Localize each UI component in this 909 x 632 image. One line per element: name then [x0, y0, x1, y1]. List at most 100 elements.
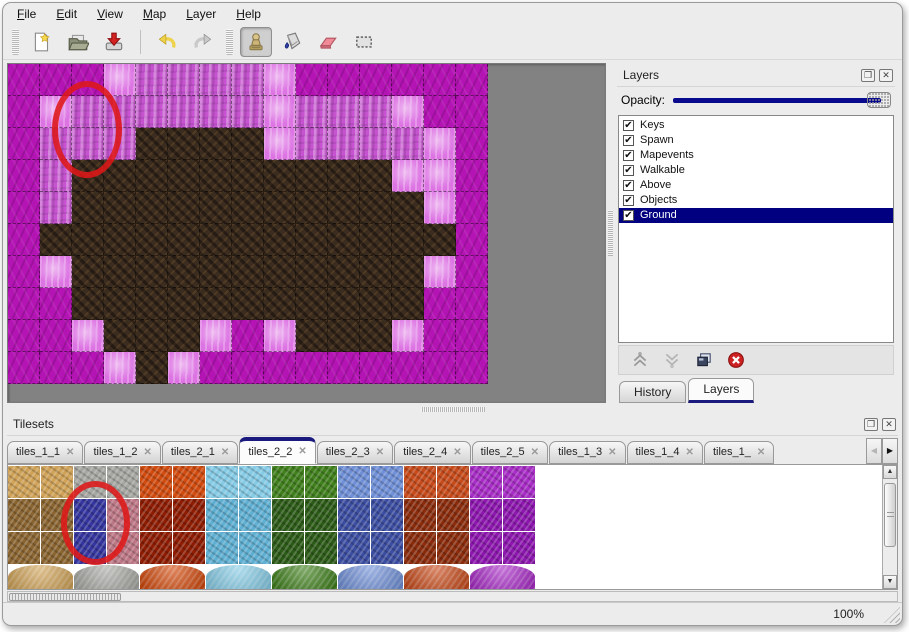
- map-tile[interactable]: [456, 287, 488, 320]
- save-file-button[interactable]: [98, 27, 130, 57]
- map-tile[interactable]: [424, 255, 456, 288]
- tileset-tile-bark[interactable]: [41, 531, 73, 564]
- map-tile[interactable]: [200, 287, 232, 320]
- map-tile[interactable]: [40, 319, 72, 352]
- tileset-tile-navy[interactable]: [74, 531, 106, 564]
- map-tile[interactable]: [232, 127, 264, 160]
- tileset-tile-tan[interactable]: [8, 465, 40, 498]
- layer-visibility-checkbox[interactable]: ✔: [623, 119, 634, 131]
- redo-button[interactable]: [187, 27, 219, 57]
- map-tile[interactable]: [328, 191, 360, 224]
- map-tile[interactable]: [360, 223, 392, 256]
- map-tile[interactable]: [8, 223, 40, 256]
- dock-tab-history[interactable]: History: [619, 380, 687, 403]
- map-tile[interactable]: [296, 159, 328, 192]
- map-tile[interactable]: [296, 351, 328, 384]
- tileset-tab-tiles_1_3[interactable]: tiles_1_3 ✕: [549, 440, 626, 464]
- map-tile[interactable]: [104, 223, 136, 256]
- map-tile[interactable]: [232, 223, 264, 256]
- map-tile[interactable]: [168, 319, 200, 352]
- map-tile[interactable]: [296, 319, 328, 352]
- map-tile[interactable]: [168, 159, 200, 192]
- map-tile[interactable]: [328, 223, 360, 256]
- tileset-tab-tiles_1_2[interactable]: tiles_1_2 ✕: [84, 440, 161, 464]
- map-tile[interactable]: [456, 95, 488, 128]
- map-tile[interactable]: [296, 223, 328, 256]
- map-tile[interactable]: [168, 223, 200, 256]
- map-tile[interactable]: [424, 63, 456, 96]
- tab-close-icon[interactable]: ✕: [298, 446, 307, 458]
- menu-item-help[interactable]: Help: [236, 7, 261, 22]
- opacity-slider-handle[interactable]: [867, 91, 891, 108]
- map-tile[interactable]: [168, 351, 200, 384]
- tileset-tile-rust[interactable]: [404, 531, 436, 564]
- map-tile[interactable]: [296, 287, 328, 320]
- tileset-tile-bark[interactable]: [8, 498, 40, 531]
- map-tile[interactable]: [392, 255, 424, 288]
- map-tile[interactable]: [232, 159, 264, 192]
- tileset-tile-lava[interactable]: [140, 465, 172, 498]
- map-tile[interactable]: [264, 159, 296, 192]
- map-tile[interactable]: [456, 191, 488, 224]
- tileset-tile-darkred[interactable]: [140, 531, 172, 564]
- map-tile[interactable]: [72, 287, 104, 320]
- map-tile[interactable]: [424, 319, 456, 352]
- map-tile[interactable]: [8, 63, 40, 96]
- map-tile[interactable]: [200, 319, 232, 352]
- vertical-splitter[interactable]: [606, 63, 614, 403]
- map-tile[interactable]: [232, 351, 264, 384]
- tileset-tile-crystal[interactable]: [338, 465, 370, 498]
- map-tile[interactable]: [40, 191, 72, 224]
- layer-row-spawn[interactable]: ✔ Spawn: [619, 133, 893, 148]
- map-tile[interactable]: [72, 351, 104, 384]
- map-tile[interactable]: [8, 159, 40, 192]
- tileset-tab-tiles_2_4[interactable]: tiles_2_4 ✕: [394, 440, 471, 464]
- map-tile[interactable]: [456, 63, 488, 96]
- map-tile[interactable]: [168, 95, 200, 128]
- layer-visibility-checkbox[interactable]: ✔: [623, 149, 634, 161]
- map-tile[interactable]: [104, 255, 136, 288]
- tab-close-icon[interactable]: ✕: [220, 446, 230, 458]
- duplicate-layer-button[interactable]: [693, 350, 715, 370]
- map-tile[interactable]: [360, 159, 392, 192]
- map-tile[interactable]: [200, 95, 232, 128]
- map-tile[interactable]: [136, 191, 168, 224]
- map-tile[interactable]: [392, 287, 424, 320]
- map-tile[interactable]: [360, 287, 392, 320]
- map-tile[interactable]: [392, 191, 424, 224]
- tileset-tile-vine[interactable]: [272, 465, 304, 498]
- scroll-down-icon[interactable]: ▼: [883, 574, 897, 589]
- map-tile[interactable]: [264, 255, 296, 288]
- map-tile[interactable]: [360, 95, 392, 128]
- map-tile[interactable]: [72, 223, 104, 256]
- tileset-tile-ember[interactable]: [437, 465, 469, 498]
- tileset-blob-ice[interactable]: [206, 564, 271, 589]
- tileset-tile-mauve[interactable]: [107, 531, 139, 564]
- tileset-tile-darkvine[interactable]: [272, 498, 304, 531]
- map-tile[interactable]: [72, 319, 104, 352]
- map-tile[interactable]: [72, 159, 104, 192]
- tileset-tab-tiles_2_5[interactable]: tiles_2_5 ✕: [471, 440, 549, 464]
- map-tile[interactable]: [232, 255, 264, 288]
- map-tile[interactable]: [264, 287, 296, 320]
- map-tile[interactable]: [104, 159, 136, 192]
- map-tile[interactable]: [104, 63, 136, 96]
- map-tile[interactable]: [264, 223, 296, 256]
- tileset-tab-tiles_1_1[interactable]: tiles_1_1 ✕: [7, 440, 84, 464]
- map-tile[interactable]: [392, 159, 424, 192]
- map-tile[interactable]: [328, 159, 360, 192]
- tileset-tile-darkcrystal[interactable]: [371, 498, 403, 531]
- map-tile[interactable]: [200, 159, 232, 192]
- map-tile[interactable]: [360, 319, 392, 352]
- stamp-tool-button[interactable]: [240, 27, 272, 58]
- map-tile[interactable]: [296, 127, 328, 160]
- tileset-tile-gray[interactable]: [74, 465, 106, 498]
- map-tile[interactable]: [72, 95, 104, 128]
- map-tile[interactable]: [296, 63, 328, 96]
- map-tile[interactable]: [72, 127, 104, 160]
- tileset-tile-rust[interactable]: [404, 498, 436, 531]
- tileset-tile-icebrick[interactable]: [206, 498, 238, 531]
- tileset-content[interactable]: ▲ ▼: [7, 463, 898, 590]
- map-tile[interactable]: [232, 191, 264, 224]
- layer-visibility-checkbox[interactable]: ✔: [623, 134, 634, 146]
